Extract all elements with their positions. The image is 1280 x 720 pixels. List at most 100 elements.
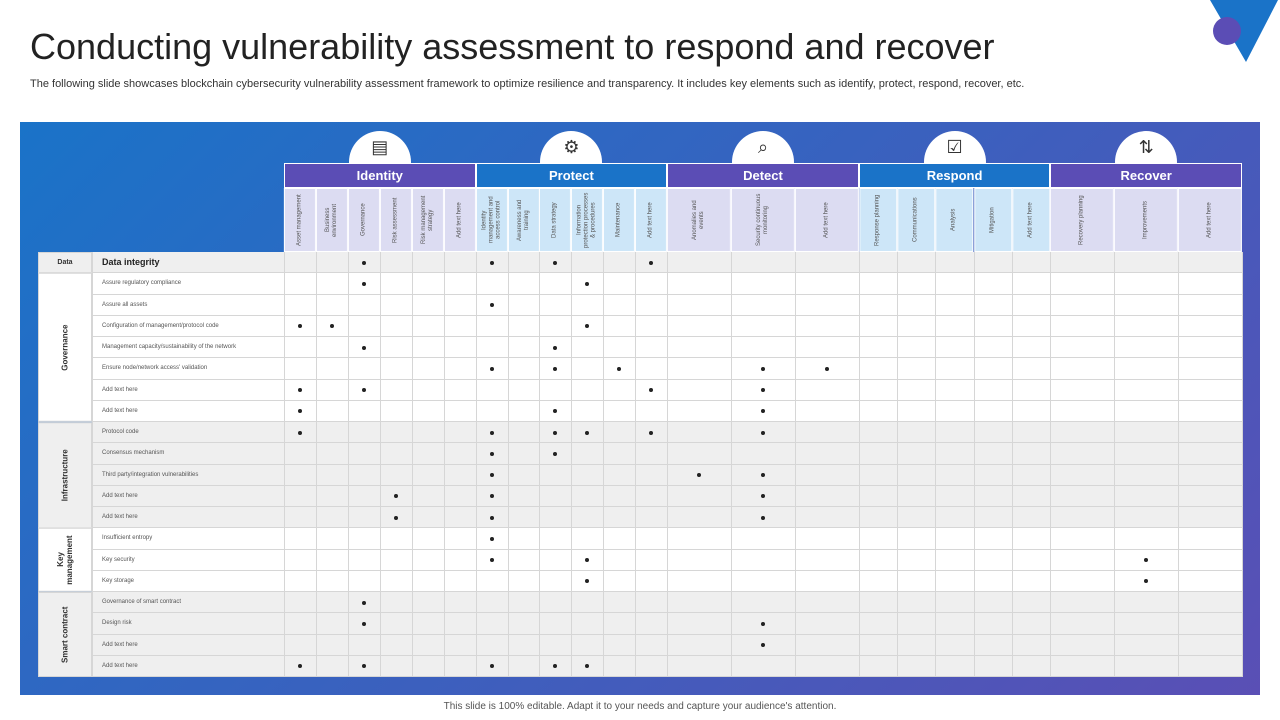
- dot: [361, 388, 366, 393]
- row-label: Data integrity: [102, 257, 160, 267]
- dot: [297, 324, 302, 329]
- column-divider: [667, 252, 669, 677]
- column-divider: [411, 252, 413, 677]
- column-header: Add text here: [443, 188, 476, 252]
- row-background: [92, 613, 1242, 635]
- dot: [489, 515, 494, 520]
- dot: [761, 409, 765, 414]
- column-divider: [92, 252, 93, 677]
- group-header: Protect: [475, 163, 668, 188]
- row-label: Governance of smart contract: [102, 599, 182, 605]
- dot: [489, 303, 494, 308]
- section-label: Data: [38, 252, 92, 274]
- row-label: Add text here: [102, 407, 138, 414]
- section-label: Smart contract: [38, 592, 92, 677]
- dot: [489, 260, 494, 265]
- corner-decoration: [1210, 0, 1278, 62]
- dot: [489, 430, 494, 435]
- column-header: Governance: [347, 188, 380, 252]
- group-header: Detect: [667, 163, 859, 188]
- dot: [489, 366, 494, 371]
- row-label: Add text here: [102, 386, 138, 393]
- column-divider: [475, 252, 477, 677]
- column-header: Add text here: [1178, 188, 1242, 252]
- dot: [585, 558, 590, 563]
- row-label: Key security: [102, 556, 135, 563]
- row-background: [92, 294, 1242, 316]
- column-divider: [858, 252, 860, 677]
- dot: [761, 366, 765, 371]
- dot: [1144, 579, 1149, 584]
- column-header: Asset management: [284, 188, 316, 252]
- dot: [553, 345, 558, 350]
- row-background: [92, 507, 1242, 529]
- dot: [361, 281, 366, 286]
- row-label: Third party/integration vulnerabilities: [102, 471, 199, 478]
- footer: This slide is 100% editable. Adapt it to…: [443, 701, 837, 712]
- dot: [489, 473, 494, 478]
- column-divider: [635, 252, 637, 677]
- column-header: Maintenance: [603, 188, 636, 252]
- column-header: Anomalies and events: [667, 188, 732, 252]
- row-background: [92, 315, 1242, 337]
- dot: [361, 621, 366, 626]
- dot: [361, 600, 366, 605]
- dot: [617, 366, 622, 371]
- dot: [393, 494, 398, 499]
- row-label: Ensure node/network access' validation: [102, 365, 208, 372]
- row-label: Key storage: [102, 577, 135, 584]
- column-header: Add text here: [794, 188, 859, 252]
- dot: [761, 430, 765, 435]
- dot: [585, 664, 590, 669]
- row-label: Insufficient entropy: [102, 535, 153, 542]
- row-background: [92, 485, 1242, 507]
- section-label: Infrastructure: [38, 422, 92, 529]
- column-divider: [379, 252, 381, 677]
- column-header: Communications: [897, 188, 936, 252]
- dot: [297, 388, 302, 393]
- row-background: [92, 592, 1242, 614]
- dot: [649, 430, 654, 435]
- dot: [761, 643, 765, 648]
- dot: [393, 515, 398, 520]
- dot: [585, 579, 590, 584]
- row-label: Add text here: [102, 662, 138, 669]
- row-background: [92, 422, 1242, 444]
- column-divider: [284, 252, 285, 677]
- column-divider: [315, 252, 317, 677]
- column-header: Mitigation: [973, 188, 1013, 252]
- column-header: Improvements: [1114, 188, 1179, 252]
- column-divider: [347, 252, 349, 677]
- column-divider: [973, 252, 975, 677]
- dot: [361, 664, 366, 669]
- section-label: Governance: [38, 273, 92, 422]
- row-background: [92, 464, 1242, 486]
- group-header: Recover: [1050, 163, 1242, 188]
- row-label: Management capacity/sustainability of th…: [102, 344, 237, 350]
- dot: [761, 388, 765, 393]
- column-divider: [539, 252, 541, 677]
- column-divider: [897, 252, 899, 677]
- dot: [761, 473, 765, 478]
- dot: [553, 260, 558, 265]
- row-label: Protocol code: [102, 429, 139, 435]
- dot: [297, 664, 302, 669]
- dot: [585, 324, 590, 329]
- column-divider: [794, 252, 796, 677]
- column-divider: [1178, 252, 1180, 677]
- row-label: Assure all assets: [102, 301, 148, 308]
- row-background: [92, 655, 1242, 677]
- column-divider: [1012, 252, 1014, 677]
- row-label: Consensus mechanism: [102, 450, 165, 457]
- dot: [553, 664, 558, 669]
- row-background: [92, 252, 1242, 274]
- row-label: Configuration of management/protocol cod…: [102, 322, 219, 329]
- column-header: Security continuous monitoring: [731, 188, 795, 252]
- column-divider: [731, 252, 733, 677]
- row-background: [92, 528, 1242, 550]
- column-header: Add text here: [1012, 188, 1051, 252]
- column-divider: [603, 252, 605, 677]
- title: Conducting vulnerability assessment to r…: [30, 26, 995, 67]
- row-label: Assure regulatory compliance: [102, 280, 182, 287]
